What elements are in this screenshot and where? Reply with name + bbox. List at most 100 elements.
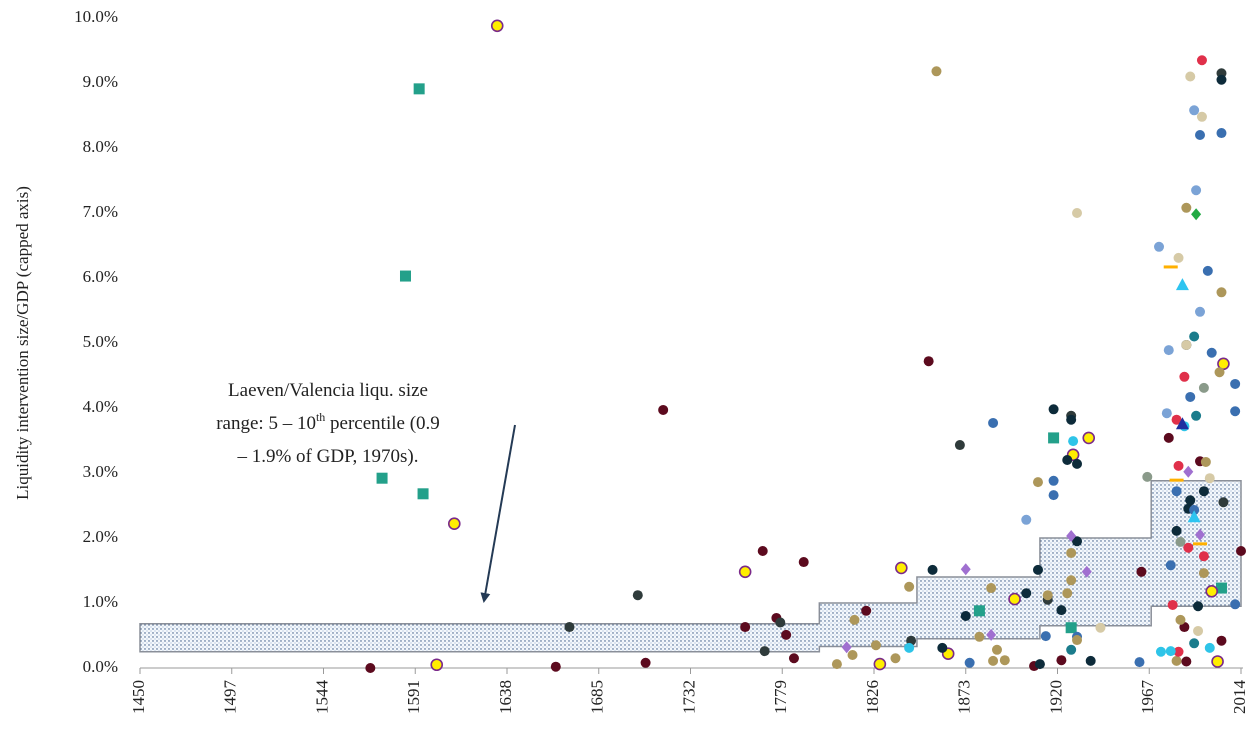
point	[847, 650, 858, 660]
point	[1179, 371, 1190, 382]
y-tick-label: 10.0%	[74, 7, 118, 26]
point	[1214, 367, 1225, 378]
point	[1196, 111, 1207, 122]
point	[1072, 635, 1083, 646]
point	[1066, 547, 1077, 558]
point	[904, 642, 915, 653]
point	[1165, 646, 1176, 657]
point	[759, 646, 770, 657]
x-tick-label: 1638	[496, 680, 515, 714]
point	[954, 440, 965, 451]
x-tick-label: 1497	[221, 680, 240, 715]
point	[1068, 436, 1079, 447]
point	[991, 644, 1002, 655]
point	[738, 565, 752, 579]
point	[986, 583, 997, 594]
point	[1165, 560, 1176, 571]
point	[1032, 477, 1043, 488]
point	[1171, 525, 1182, 536]
point	[1236, 546, 1246, 556]
y-tick-label: 6.0%	[83, 267, 118, 286]
point	[1042, 590, 1053, 601]
point	[986, 628, 997, 641]
point	[973, 605, 985, 617]
point	[1167, 599, 1178, 610]
point	[1191, 208, 1202, 221]
point	[1204, 473, 1215, 484]
x-tick-label: 1826	[863, 680, 882, 714]
annotation-text: range: 5 – 10	[216, 413, 316, 434]
point	[550, 661, 561, 672]
point	[1066, 644, 1077, 655]
point	[798, 557, 809, 568]
point	[1181, 656, 1192, 667]
point	[1181, 339, 1192, 350]
point	[1048, 404, 1059, 415]
point	[1085, 655, 1096, 666]
y-tick-label: 5.0%	[83, 332, 118, 351]
point	[1181, 202, 1192, 213]
point	[1040, 631, 1051, 642]
x-tick-label: 1967	[1138, 680, 1157, 715]
x-tick-label: 1544	[312, 680, 331, 715]
point	[1175, 278, 1189, 291]
point	[1218, 497, 1229, 508]
point	[1066, 575, 1077, 586]
point	[757, 546, 768, 556]
point	[1171, 486, 1182, 497]
point	[1155, 646, 1166, 657]
point	[1169, 478, 1184, 482]
point	[1072, 208, 1083, 218]
point	[1195, 306, 1206, 317]
point	[1193, 601, 1204, 612]
point	[632, 590, 643, 601]
percentile-band	[139, 480, 1242, 653]
point	[1230, 599, 1241, 610]
y-tick-label: 7.0%	[83, 202, 118, 221]
point	[1163, 265, 1178, 269]
point	[1193, 542, 1208, 546]
point	[1062, 588, 1073, 599]
annotation-text: percentile (0.9	[325, 413, 439, 434]
point	[1195, 130, 1206, 140]
x-tick-label: 1685	[588, 680, 607, 714]
x-tick-label: 1779	[771, 680, 790, 714]
point	[1198, 551, 1209, 562]
point	[564, 622, 575, 633]
point	[1198, 568, 1209, 579]
point	[775, 617, 786, 628]
point	[1072, 458, 1083, 469]
point	[1204, 642, 1215, 653]
point	[1185, 495, 1196, 506]
points-layer	[365, 19, 1246, 673]
axis-layer: 0.0% 1.0% 2.0% 3.0% 4.0% 5.0% 6.0% 7.0% 8.0% 9.0%…	[74, 7, 1247, 714]
point	[1032, 564, 1043, 575]
band-layer	[139, 480, 1242, 653]
point	[988, 655, 999, 666]
point	[1161, 408, 1172, 419]
point	[1198, 382, 1209, 393]
point	[1048, 432, 1060, 444]
point	[873, 657, 887, 671]
point	[399, 270, 411, 282]
point	[964, 657, 975, 668]
point	[988, 417, 999, 428]
point	[1183, 542, 1194, 553]
point	[1185, 391, 1196, 402]
point	[1095, 622, 1106, 633]
point	[1185, 71, 1196, 82]
point	[640, 657, 651, 668]
point	[1205, 584, 1219, 598]
point	[927, 564, 938, 575]
point	[490, 19, 504, 33]
y-tick-label: 0.0%	[83, 657, 118, 676]
point	[1081, 565, 1092, 578]
point	[937, 642, 948, 653]
point	[1215, 582, 1227, 594]
point	[904, 581, 915, 592]
point	[430, 658, 444, 672]
point	[1062, 455, 1073, 465]
point	[1216, 74, 1227, 85]
